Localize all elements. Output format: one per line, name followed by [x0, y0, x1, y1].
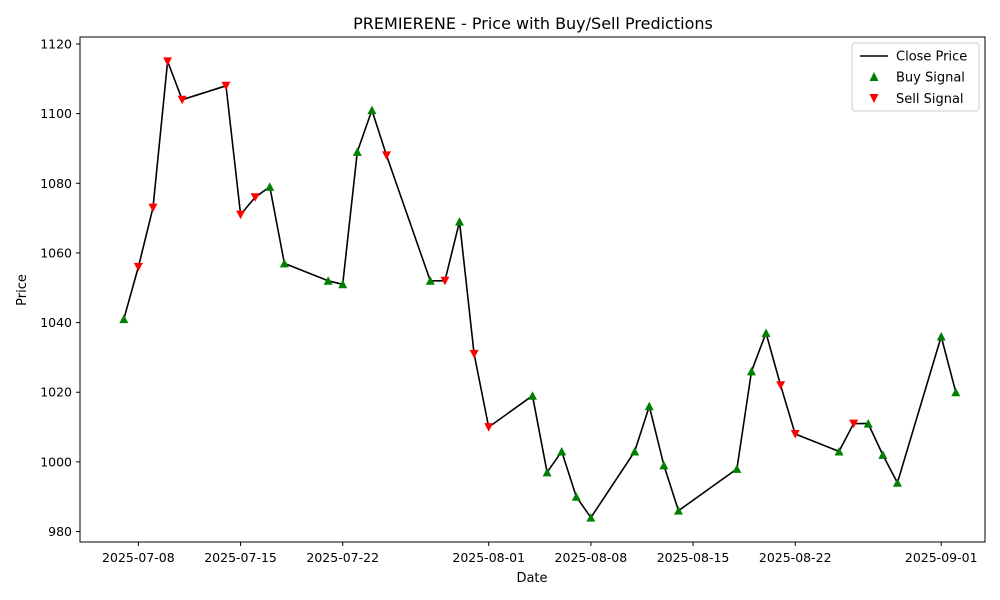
sell-signal-marker: [790, 430, 800, 439]
buy-signal-marker: [352, 147, 362, 156]
sell-signal-marker: [163, 57, 173, 66]
plot-frame: [79, 36, 986, 543]
sell-signal-marker: [440, 276, 450, 286]
buy-signal-marker: [571, 492, 581, 501]
y-tick-label: 1120: [40, 36, 72, 51]
legend-label-sell-signal: Sell Signal: [896, 92, 964, 107]
y-axis-title: Price: [15, 274, 30, 306]
buy-signal-marker: [936, 332, 946, 341]
y-tick-label: 1020: [40, 385, 72, 400]
buy-signal-marker: [542, 467, 552, 477]
buy-signal-marker: [863, 419, 873, 428]
legend-sell-swatch: [869, 94, 879, 103]
legend-label-buy-signal: Buy Signal: [896, 71, 965, 86]
y-tick-label: 1080: [40, 176, 72, 191]
buy-signal-marker: [586, 513, 596, 522]
buy-signal-marker: [265, 182, 275, 191]
buy-signal-marker: [279, 258, 289, 268]
buy-signal-marker: [673, 506, 683, 515]
buy-signal-marker: [557, 446, 567, 456]
sell-signal-marker: [221, 81, 231, 91]
x-tick-label: 2025-08-01: [452, 550, 525, 565]
sell-signal-marker: [776, 381, 786, 390]
buy-signal-marker: [323, 276, 333, 285]
legend-label-close-price: Close Price: [896, 50, 967, 65]
y-tick-label: 1100: [40, 106, 72, 121]
buy-signal-marker: [732, 464, 742, 473]
y-tick-label: 1060: [40, 245, 72, 260]
buy-signal-marker: [659, 460, 669, 470]
signal-markers: [119, 57, 961, 522]
buy-signal-marker: [746, 366, 756, 376]
buy-signal-marker: [644, 401, 654, 411]
buy-signal-marker: [761, 328, 771, 338]
buy-signal-marker: [630, 446, 640, 456]
buy-signal-marker: [892, 478, 902, 487]
legend-box: [851, 42, 980, 112]
sell-signal-marker: [849, 419, 859, 429]
x-tick-label: 2025-08-08: [555, 550, 628, 565]
buy-signal-marker: [878, 450, 888, 459]
buy-signal-marker: [951, 387, 961, 397]
buy-signal-marker: [834, 446, 844, 456]
buy-signal-marker: [119, 314, 129, 324]
y-tick-label: 1000: [40, 454, 72, 469]
sell-signal-marker: [382, 151, 392, 160]
sell-signal-marker: [484, 423, 494, 432]
x-tick-label: 2025-08-22: [759, 550, 832, 565]
legend: Close Price Buy Signal Sell Signal: [851, 42, 980, 112]
buy-signal-marker: [528, 391, 537, 400]
sell-signal-marker: [148, 203, 158, 213]
buy-signal-marker: [455, 217, 465, 226]
y-axis: 980 1000 1020 1040 1060 1080 1100 1120: [40, 36, 80, 539]
sell-signal-marker: [250, 193, 260, 202]
sell-signal-marker: [177, 95, 187, 105]
x-axis: 2025-07-08 2025-07-15 2025-07-22 2025-08-01…: [102, 542, 978, 565]
sell-signal-marker: [236, 210, 246, 220]
x-tick-label: 2025-07-08: [102, 550, 175, 565]
x-axis-title: Date: [516, 571, 547, 586]
buy-signal-marker: [338, 279, 348, 289]
y-tick-label: 980: [48, 524, 72, 539]
chart-title: PREMIERENE - Price with Buy/Sell Predict…: [353, 14, 713, 33]
plot-area: [80, 37, 985, 542]
sell-signal-marker: [133, 262, 143, 272]
x-tick-label: 2025-09-01: [905, 550, 978, 565]
buy-signal-marker: [425, 276, 435, 285]
x-tick-label: 2025-07-15: [204, 550, 277, 565]
y-tick-label: 1040: [40, 315, 72, 330]
x-tick-label: 2025-08-15: [657, 550, 730, 565]
legend-buy-swatch: [869, 72, 879, 81]
buy-signal-marker: [367, 105, 377, 115]
x-tick-label: 2025-07-22: [306, 550, 379, 565]
sell-signal-marker: [469, 349, 479, 359]
